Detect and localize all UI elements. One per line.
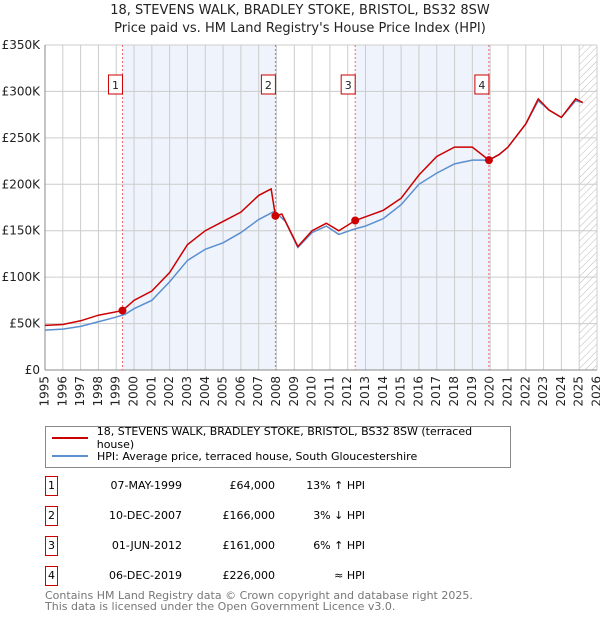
sale-row: 1 07-MAY-1999 £64,000 13% ↑ HPI <box>45 476 405 496</box>
sale-date: 07-MAY-1999 <box>110 479 182 492</box>
sale-label: 3 <box>345 79 352 92</box>
x-tick-label: 2012 <box>340 376 354 407</box>
y-tick-label: £100K <box>2 270 42 284</box>
sale-label-box <box>340 74 356 95</box>
x-tick-label: 2019 <box>465 376 479 407</box>
legend-swatch-property <box>52 437 88 439</box>
x-tick-label: 2023 <box>536 376 550 407</box>
footer: Contains HM Land Registry data © Crown c… <box>45 590 473 612</box>
x-tick-label: 1999 <box>109 376 123 407</box>
sale-hpi-diff: ≈ HPI <box>334 569 365 582</box>
property-price-line <box>44 97 584 327</box>
chart-subtitle: Price paid vs. HM Land Registry's House … <box>114 21 486 36</box>
x-tick-label: 2003 <box>180 376 194 407</box>
ownership-period-shade <box>355 45 489 370</box>
sale-price: £226,000 <box>222 569 276 582</box>
x-tick-label: 2004 <box>198 376 212 407</box>
x-tick-label: 1995 <box>38 376 52 407</box>
sale-row: 2 10-DEC-2007 £166,000 3% ↓ HPI <box>45 506 405 526</box>
x-tick-label: 2020 <box>483 376 497 407</box>
sale-number: 4 <box>45 566 58 586</box>
sale-row: 3 01-JUN-2012 £161,000 6% ↑ HPI <box>45 536 405 556</box>
y-tick-label: £300K <box>2 84 42 98</box>
x-tick-label: 1997 <box>73 376 87 407</box>
x-tick-label: 2013 <box>358 376 372 407</box>
forecast-hatch <box>579 45 597 370</box>
x-tick-label: 2002 <box>162 376 176 407</box>
sale-row: 4 06-DEC-2019 £226,000 ≈ HPI <box>45 566 405 586</box>
y-tick-label: £150K <box>2 224 42 238</box>
legend-swatch-hpi <box>52 455 88 457</box>
sale-hpi-diff: 3% ↓ HPI <box>313 509 365 522</box>
x-tick-label: 2021 <box>500 376 514 407</box>
sale-label-box <box>474 74 490 95</box>
x-tick-label: 2014 <box>376 376 390 407</box>
chart-plot: 1995 1996 1997 1998 1999 2000 2001 2002 2003 2004… <box>2 38 600 407</box>
y-tick-label: £350K <box>2 38 42 52</box>
sale-number: 1 <box>45 476 58 496</box>
sale-label: 2 <box>265 79 272 92</box>
sale-number: 3 <box>45 536 58 556</box>
x-tick-label: 2016 <box>411 376 425 407</box>
sale-number: 2 <box>45 506 58 526</box>
x-tick-label: 2022 <box>518 376 532 407</box>
chart-title: 18, STEVENS WALK, BRADLEY STOKE, BRISTOL… <box>110 3 490 18</box>
sale-label: 1 <box>112 79 119 92</box>
x-tick-label: 1996 <box>55 376 69 407</box>
sale-point <box>351 216 360 225</box>
x-tick-label: 2024 <box>554 376 568 407</box>
x-tick-label: 2008 <box>269 376 283 407</box>
sale-point <box>118 306 127 315</box>
x-tick-label: 2006 <box>233 376 247 407</box>
x-tick-label: 2007 <box>251 376 265 407</box>
x-tick-label: 2005 <box>216 376 230 407</box>
sale-hpi-diff: 6% ↑ HPI <box>313 539 365 552</box>
ownership-period-shade <box>122 45 276 370</box>
legend: 18, STEVENS WALK, BRADLEY STOKE, BRISTOL… <box>45 425 511 468</box>
x-tick-label: 2026 <box>590 376 600 407</box>
x-tick-label: 2011 <box>322 376 336 407</box>
y-tick-label: £50K <box>9 317 41 331</box>
x-tick-label: 2010 <box>305 376 319 407</box>
y-tick-label: £0 <box>25 363 40 377</box>
sale-price: £161,000 <box>222 539 276 552</box>
sale-date: 01-JUN-2012 <box>111 539 182 552</box>
x-tick-label: 2025 <box>572 376 586 407</box>
x-tick-label: 2009 <box>287 376 301 407</box>
sale-price: £166,000 <box>222 509 276 522</box>
x-tick-label: 2018 <box>447 376 461 407</box>
x-tick-label: 2015 <box>394 376 408 407</box>
legend-label-hpi: HPI: Average price, terraced house, Sout… <box>97 449 418 463</box>
x-tick-label: 2017 <box>429 376 443 407</box>
sale-point <box>484 156 493 165</box>
footer-line-2: This data is licensed under the Open Gov… <box>45 600 396 613</box>
x-tick-label: 2001 <box>144 376 158 407</box>
sale-label-box <box>260 74 276 95</box>
footer-line-1: Contains HM Land Registry data © Crown c… <box>45 589 473 602</box>
sale-date: 06-DEC-2019 <box>108 569 182 582</box>
sale-hpi-diff: 13% ↑ HPI <box>306 479 365 492</box>
sale-price: £64,000 <box>229 479 276 492</box>
sale-label: 4 <box>478 79 485 92</box>
x-tick-label: 1998 <box>91 376 105 407</box>
y-tick-label: £200K <box>2 177 42 191</box>
x-tick-label: 2000 <box>127 376 141 407</box>
legend-label-property: 18, STEVENS WALK, BRADLEY STOKE, BRISTOL… <box>96 425 473 451</box>
y-tick-label: £250K <box>2 131 42 145</box>
sale-date: 10-DEC-2007 <box>108 509 182 522</box>
sale-label-box <box>107 74 123 95</box>
sale-point <box>271 211 280 220</box>
